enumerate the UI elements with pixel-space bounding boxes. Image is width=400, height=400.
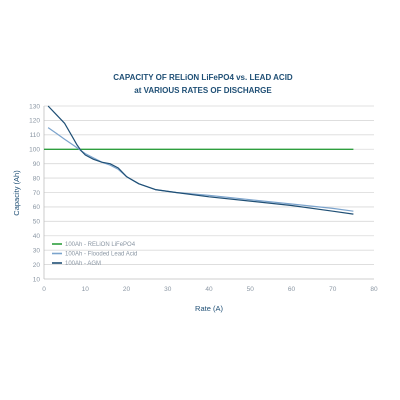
legend-label-3: 100Ah - AGM — [65, 261, 101, 267]
x-tick-label: 70 — [329, 286, 337, 293]
y-tick-label: 50 — [33, 219, 41, 226]
x-tick-label: 30 — [164, 286, 172, 293]
y-tick-label: 10 — [33, 276, 41, 283]
y-tick-label: 60 — [33, 204, 41, 211]
y-tick-label: 40 — [33, 233, 41, 240]
x-tick-label: 60 — [288, 286, 296, 293]
grid-layer — [44, 105, 374, 265]
x-tick-label: 10 — [82, 286, 90, 293]
y-tick-label: 130 — [29, 103, 40, 110]
x-tick-label: 50 — [247, 286, 255, 293]
x-tick-label: 80 — [370, 286, 378, 293]
y-tick-label: 80 — [33, 175, 41, 182]
y-tick-label: 120 — [29, 118, 40, 125]
x-tick-label: 40 — [205, 286, 213, 293]
y-tick-label: 70 — [33, 190, 41, 197]
y-tick-label: 20 — [33, 262, 41, 269]
y-tick-label: 30 — [33, 247, 41, 254]
series-line-2 — [47, 127, 354, 212]
y-tick-label: 110 — [30, 132, 41, 139]
y-axis-title: Capacity (Ah) — [12, 170, 21, 216]
legend-label-2: 100Ah - Flooded Lead Acid — [65, 252, 137, 258]
x-tick-label: 20 — [123, 286, 131, 293]
series-line-3 — [47, 105, 354, 215]
x-tick-label: 0 — [42, 286, 46, 293]
chart-title-line-1: CAPACITY OF RELiON LiFePO4 vs. LEAD ACID — [113, 73, 293, 82]
series-layer — [44, 105, 354, 215]
legend-label-1: 100Ah - RELiON LiFePO4 — [65, 242, 136, 248]
y-tick-label: 90 — [33, 161, 41, 168]
x-axis-title: Rate (A) — [195, 304, 223, 313]
chart-title-line-2: at VARIOUS RATES OF DISCHARGE — [134, 86, 272, 95]
legend: 100Ah - RELiON LiFePO4 100Ah - Flooded Le… — [52, 242, 137, 267]
y-tick-label: 100 — [29, 147, 40, 154]
